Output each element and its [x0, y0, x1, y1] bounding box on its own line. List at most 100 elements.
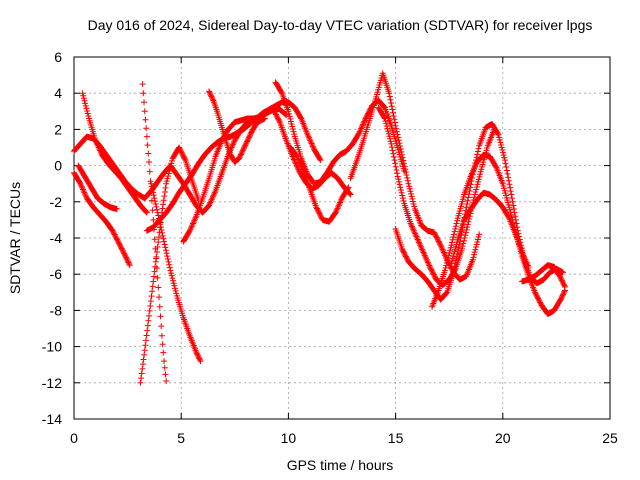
x-axis-title: GPS time / hours [287, 457, 394, 473]
data-point [408, 221, 415, 228]
data-point [297, 160, 304, 167]
data-point [158, 227, 165, 234]
data-point [149, 283, 156, 290]
data-point [110, 229, 117, 236]
data-point [236, 154, 243, 161]
series-sat-k [272, 79, 408, 187]
data-point [181, 154, 188, 161]
data-point [206, 89, 213, 96]
data-point [160, 349, 167, 356]
data-point [78, 182, 85, 189]
data-point [80, 187, 87, 194]
data-point [386, 93, 393, 100]
data-point [411, 229, 418, 236]
data-point [313, 204, 320, 211]
data-point [146, 168, 153, 175]
data-point [347, 191, 354, 198]
data-point [93, 138, 100, 145]
data-point [453, 220, 460, 227]
series-sat-m [347, 70, 483, 283]
data-point [209, 94, 216, 101]
data-point [84, 110, 91, 117]
data-point [418, 245, 425, 252]
data-point [504, 170, 511, 177]
data-point [123, 254, 130, 261]
data-point [153, 253, 160, 260]
data-point [126, 260, 133, 267]
data-point [209, 96, 216, 103]
data-point [158, 323, 165, 330]
data-point [167, 165, 174, 172]
x-tick-label: 10 [281, 430, 297, 446]
data-point [126, 262, 133, 269]
data-point [346, 190, 353, 197]
data-point [82, 100, 89, 107]
data-point [113, 235, 120, 242]
data-point [282, 111, 289, 118]
data-point [396, 178, 403, 185]
data-point [315, 208, 322, 215]
data-point [151, 268, 158, 275]
data-point [408, 190, 415, 197]
data-point [316, 156, 323, 163]
data-point [386, 90, 393, 97]
data-point [164, 253, 171, 260]
data-point [206, 202, 213, 209]
data-point [152, 198, 159, 205]
data-point [317, 211, 324, 218]
data-point [164, 256, 171, 262]
data-point [149, 186, 156, 193]
data-point [143, 125, 150, 132]
data-point [464, 197, 471, 204]
data-point [167, 162, 174, 169]
data-point [166, 261, 173, 268]
data-point [355, 131, 362, 138]
data-point [407, 188, 414, 195]
data-point [122, 253, 129, 260]
data-point [179, 152, 186, 159]
data-point [363, 114, 370, 121]
data-point [403, 172, 410, 179]
data-point [155, 284, 162, 291]
data-point [165, 258, 172, 265]
data-point [143, 208, 150, 215]
data-point [414, 236, 421, 243]
data-point [187, 226, 194, 233]
data-point [503, 164, 510, 171]
data-point [421, 250, 428, 257]
data-point [412, 230, 419, 237]
data-point [505, 177, 512, 184]
data-point [148, 183, 155, 190]
data-point [150, 216, 157, 223]
data-point [206, 88, 213, 95]
data-point [360, 121, 367, 128]
data-point [193, 349, 200, 356]
data-point [289, 123, 296, 130]
data-point [287, 115, 294, 122]
data-point [173, 290, 180, 297]
data-point [394, 173, 401, 180]
data-point [195, 354, 202, 361]
data-point [286, 113, 293, 120]
data-point [273, 112, 280, 119]
data-point [391, 119, 398, 126]
data-point [124, 256, 131, 263]
data-point [245, 135, 252, 142]
data-point [474, 236, 481, 243]
data-point [420, 249, 427, 256]
data-point [289, 126, 296, 133]
data-point [402, 166, 409, 173]
data-point [156, 303, 163, 310]
data-point [85, 113, 92, 120]
data-point [509, 198, 516, 205]
data-point [116, 241, 123, 248]
x-tick-label: 0 [70, 430, 78, 446]
data-point [290, 128, 297, 135]
data-point [308, 140, 315, 147]
data-point [206, 200, 213, 207]
data-point [119, 248, 126, 255]
data-point [338, 196, 345, 203]
data-point [295, 156, 302, 163]
data-point [186, 228, 193, 235]
